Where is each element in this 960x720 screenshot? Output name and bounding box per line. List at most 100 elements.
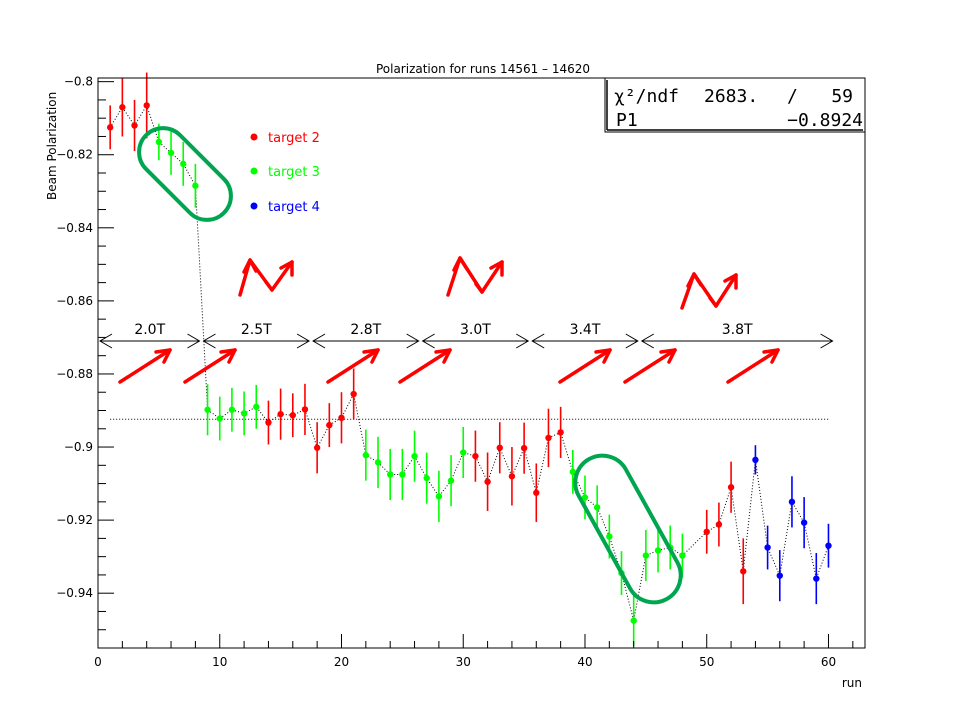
x-axis-label: run [842,676,862,690]
data-point-target-3 [423,474,430,482]
field-arrowhead-right [515,333,530,349]
data-point-target-2 [313,444,321,451]
p1-label: P1 [616,110,638,131]
red-arrow-icon [326,348,380,384]
data-point-target-2 [557,429,564,436]
data-point-target-3 [192,182,199,189]
data-point-target-4 [752,456,759,464]
ndf-value: 59 [831,86,853,107]
data-point-target-3 [155,138,163,146]
field-arrowhead-left [421,333,435,349]
data-point-target-3 [581,494,589,501]
x-tick-label: 40 [577,655,592,669]
chi2-slash: / [787,86,798,107]
y-tick-label: −0.9 [64,440,93,454]
field-arrowhead-right [296,333,311,349]
data-point-target-3 [654,547,662,554]
chi2-value: 2683. [704,86,758,107]
field-region-label: 3.8T [722,322,753,338]
zigzag-arrows-icon [446,256,504,297]
legend-marker-target-4 [250,202,258,210]
y-tick-label: −0.8 [64,75,93,89]
red-arrow-icon [118,348,172,384]
zigzag-arrows-icon [238,258,294,297]
data-point-target-2 [289,412,296,419]
data-point-target-3 [240,410,248,417]
data-point-target-2 [143,102,150,109]
zigzag-arrows-icon [680,272,738,310]
x-tick-label: 0 [94,655,102,669]
red-arrow-icon [623,348,677,384]
data-point-target-2 [715,521,723,528]
legend-marker-target-3 [250,167,258,175]
data-point-target-2 [106,124,114,131]
data-point-target-3 [642,552,650,559]
spin-arrows [118,256,780,384]
field-arrowhead-left [531,333,545,349]
red-arrow-icon [726,348,780,384]
highlight-annotations [137,126,683,605]
data-point-target-4 [813,575,820,582]
field-arrowhead-right [820,333,834,349]
data-point-target-4 [825,542,832,549]
data-point-target-4 [776,572,783,579]
field-arrowhead-right [187,333,201,349]
data-point-target-3 [447,477,455,484]
data-point-target-2 [301,406,309,413]
data-layer [106,72,832,647]
data-point-target-2 [727,484,735,491]
connector-line [109,104,829,621]
field-region-label: 2.8T [350,322,381,338]
red-arrow-icon [398,348,452,384]
data-point-target-3 [180,160,187,168]
data-point-target-2 [472,452,479,460]
data-point-target-3 [411,452,418,460]
legend-marker-target-2 [250,133,258,141]
plot-frame [97,77,866,649]
data-point-target-3 [399,471,406,478]
data-point-target-2 [131,122,138,129]
data-point-target-2 [545,434,552,442]
axes-layer: 0 10 20 30 40 50 60 −0.94 −0.92 −0.9 −0.88 −0.86 −0.… [56,75,854,669]
x-tick-label: 10 [212,655,227,669]
y-tick-label: −0.92 [56,513,93,527]
highlight-ring-late [573,453,683,605]
data-point-target-2 [703,528,710,536]
data-point-target-2 [350,390,357,398]
field-region-label: 3.0T [460,322,491,338]
field-region-label: 2.5T [241,322,272,338]
y-tick-label: −0.88 [56,367,93,381]
field-arrowhead-right [406,333,420,349]
y-tick-label: −0.84 [56,221,93,235]
red-arrow-icon [183,348,237,384]
data-point-target-4 [788,498,796,506]
p1-value: −0.8924 [787,110,863,131]
data-point-target-2 [508,473,516,480]
y-tick-label: −0.82 [56,148,93,162]
data-point-target-3 [630,617,637,624]
y-axis-label: Beam Polarization [45,92,59,200]
data-point-target-2 [533,489,540,496]
x-tick-label: 20 [334,655,349,669]
data-point-target-2 [326,421,333,429]
data-point-target-3 [593,504,601,511]
connector-layer [109,104,829,621]
y-tick-label: −0.86 [56,294,93,308]
field-arrowhead-left [99,333,113,349]
stats-box: χ²/ndf 2683. / 59 P1 −0.8924 [604,77,866,133]
data-point-target-2 [740,568,747,575]
field-regions-layer: 2.0T 2.5T 2.8T 3.0T 3.4T 3.8T [99,322,834,349]
data-point-target-3 [460,449,467,456]
data-point-target-2 [265,419,272,426]
x-tick-label: 30 [456,655,471,669]
field-region-label: 3.4T [570,322,601,338]
data-point-target-4 [764,544,771,551]
legend-label-target-4: target 4 [268,200,320,215]
red-arrow-icon [558,348,612,384]
data-point-target-3 [374,459,382,466]
field-arrowhead-left [312,333,326,349]
data-point-target-3 [167,149,175,157]
legend-label-target-2: target 2 [268,131,320,146]
data-point-target-2 [119,104,126,111]
